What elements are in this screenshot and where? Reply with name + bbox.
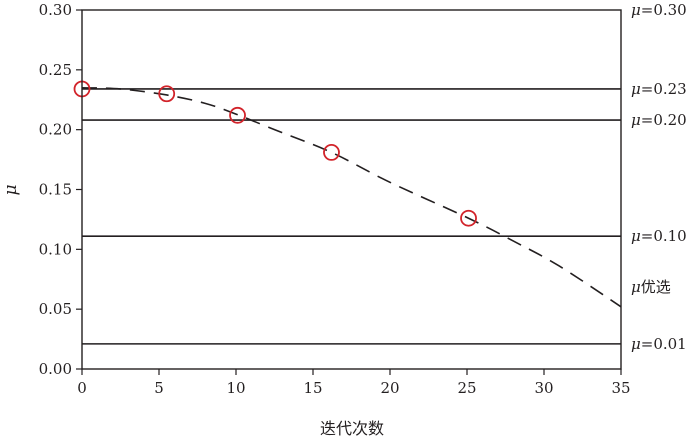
x-axis-title: 迭代次数	[320, 419, 384, 438]
data-point-marker	[323, 144, 340, 161]
data-points	[73, 80, 477, 227]
top-reference-label: μ=0.30	[631, 1, 687, 19]
x-tick-label: 15	[303, 379, 322, 397]
y-tick-label: 0.30	[39, 1, 72, 19]
x-tick-label: 0	[77, 379, 87, 397]
y-tick-label: 0.15	[39, 181, 72, 199]
reference-lines	[82, 88, 621, 345]
optimized-mu-curve	[81, 86, 622, 308]
x-tick-label: 5	[154, 379, 164, 397]
reference-line-labels: μ=0.23 μ=0.20 μ=0.10 μ=0.01 μ=0.30 μ优选	[631, 1, 687, 353]
y-axis-ticks: 0.00 0.05 0.10 0.15 0.20 0.25 0.30	[39, 1, 82, 378]
reference-line-label: μ=0.01	[631, 335, 687, 353]
plot-frame	[81, 9, 622, 370]
data-point-marker	[158, 85, 176, 103]
y-tick-label: 0.20	[39, 121, 72, 139]
y-axis-title: μ	[1, 184, 21, 195]
y-tick-label: 0.10	[39, 240, 72, 258]
x-tick-label: 10	[226, 379, 245, 397]
reference-line-label: μ=0.10	[631, 227, 687, 245]
reference-line-label: μ=0.20	[631, 111, 687, 129]
reference-line-label: μ=0.23	[631, 80, 687, 98]
y-tick-label: 0.05	[39, 300, 72, 318]
y-tick-label: 0.00	[39, 360, 72, 378]
data-point-marker	[460, 209, 477, 227]
y-tick-label: 0.25	[39, 61, 72, 79]
x-axis-ticks: 0 5 10 15 20 25 30 35	[77, 369, 631, 397]
x-tick-label: 20	[380, 379, 399, 397]
data-point-marker	[229, 106, 246, 124]
x-tick-label: 35	[611, 379, 630, 397]
curve-label: μ优选	[631, 278, 671, 296]
x-tick-label: 30	[534, 379, 553, 397]
x-tick-label: 25	[457, 379, 476, 397]
